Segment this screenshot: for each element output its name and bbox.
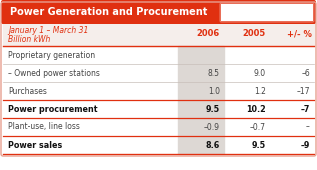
Text: 2005: 2005 xyxy=(243,30,266,38)
Text: –7: –7 xyxy=(301,105,310,114)
Text: 1.2: 1.2 xyxy=(254,87,266,96)
Text: 9.5: 9.5 xyxy=(206,105,220,114)
Text: 1.0: 1.0 xyxy=(208,87,220,96)
Bar xyxy=(178,46,224,154)
Text: 2006: 2006 xyxy=(197,30,220,38)
Text: Power procurement: Power procurement xyxy=(8,105,98,114)
Text: 9.5: 9.5 xyxy=(252,140,266,149)
Text: 9.0: 9.0 xyxy=(254,69,266,78)
Text: January 1 – March 31: January 1 – March 31 xyxy=(8,26,88,35)
Text: Purchases: Purchases xyxy=(8,87,47,96)
Text: Plant-use, line loss: Plant-use, line loss xyxy=(8,123,80,132)
Text: 8.5: 8.5 xyxy=(208,69,220,78)
FancyBboxPatch shape xyxy=(1,0,316,24)
Text: Power Generation and Procurement: Power Generation and Procurement xyxy=(10,7,207,17)
Text: +/- %: +/- % xyxy=(287,30,312,38)
Text: 10.2: 10.2 xyxy=(246,105,266,114)
Text: Proprietary generation: Proprietary generation xyxy=(8,50,95,59)
Bar xyxy=(220,3,313,21)
Text: – Owned power stations: – Owned power stations xyxy=(8,69,100,78)
Text: Power sales: Power sales xyxy=(8,140,62,149)
Bar xyxy=(3,46,314,154)
Text: –0.9: –0.9 xyxy=(204,123,220,132)
Text: –0.7: –0.7 xyxy=(250,123,266,132)
Text: –: – xyxy=(306,123,310,132)
Bar xyxy=(3,22,314,46)
Text: Billion kWh: Billion kWh xyxy=(8,35,50,44)
Text: –17: –17 xyxy=(296,87,310,96)
Bar xyxy=(220,3,313,21)
Text: –6: –6 xyxy=(301,69,310,78)
Text: –9: –9 xyxy=(301,140,310,149)
Bar xyxy=(3,18,314,22)
Text: 8.6: 8.6 xyxy=(206,140,220,149)
